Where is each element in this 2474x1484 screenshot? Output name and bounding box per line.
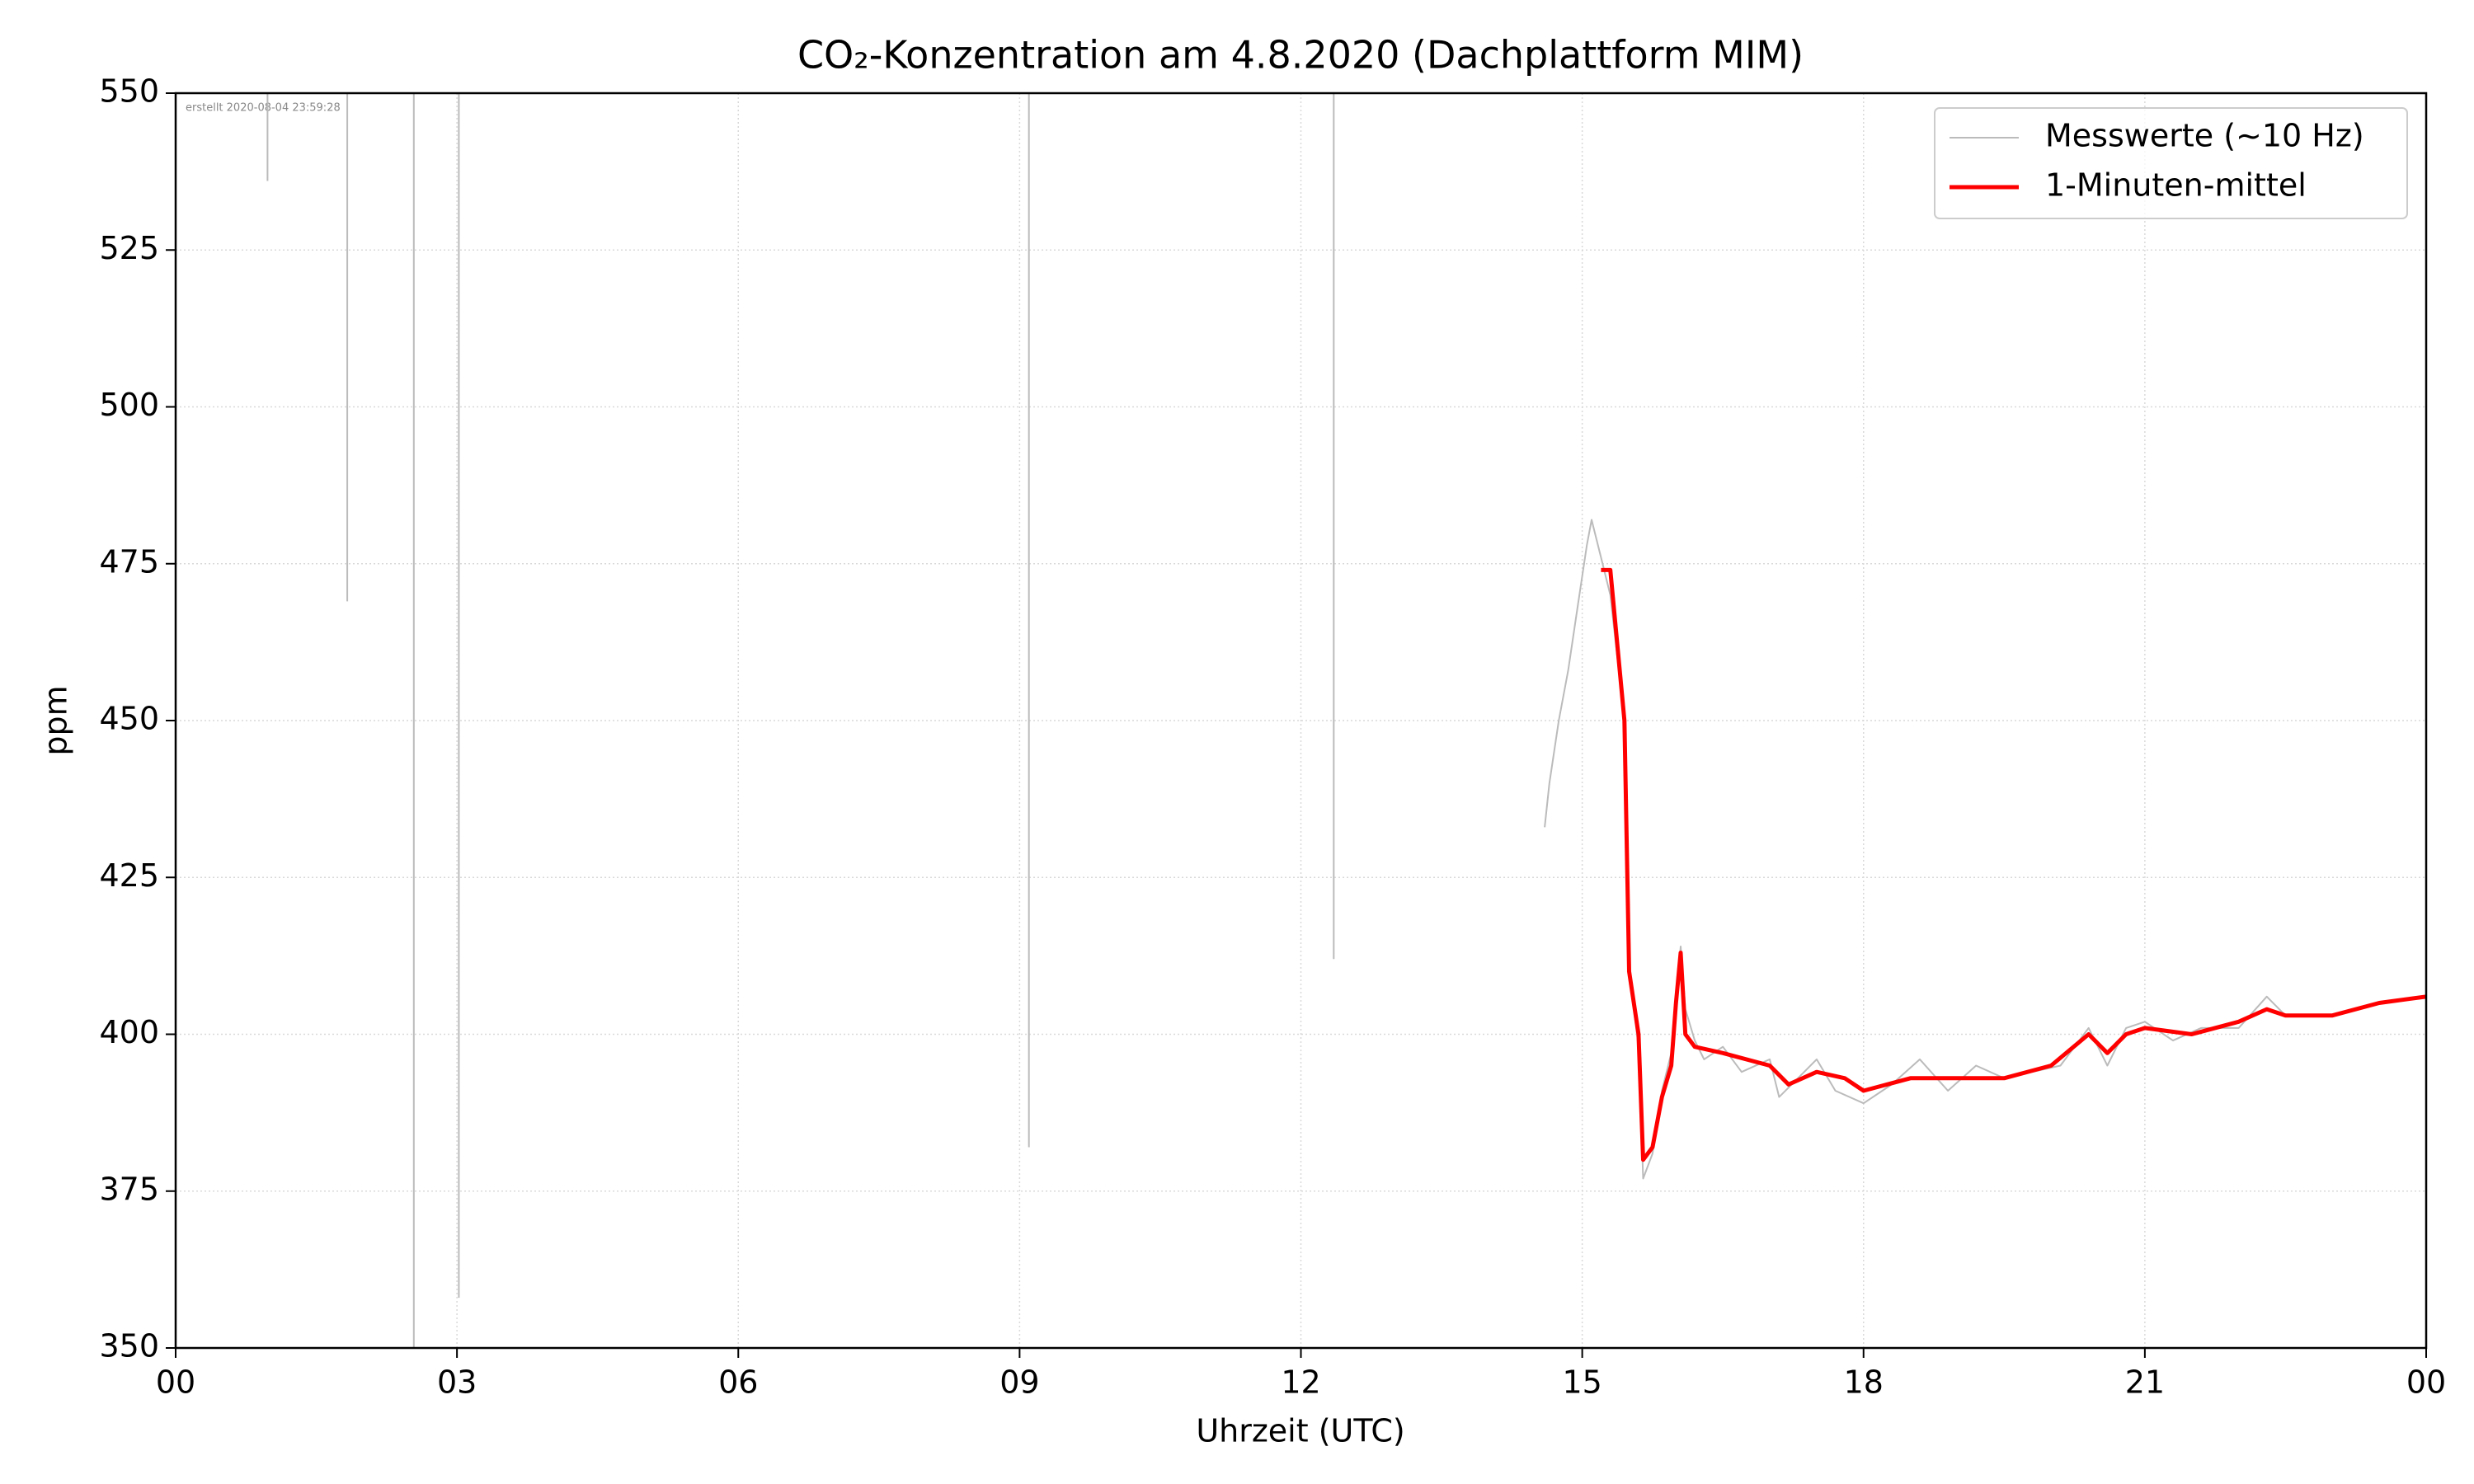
legend-box	[1934, 107, 2408, 219]
x-tick-label: 00	[156, 1364, 195, 1401]
x-tick-label: 09	[999, 1364, 1039, 1401]
x-tick-label: 03	[437, 1364, 477, 1401]
y-tick-label: 425	[99, 857, 159, 894]
x-tick-label: 12	[1281, 1364, 1320, 1401]
series-line	[1601, 567, 2426, 1162]
x-axis-label: Uhrzeit (UTC)	[1196, 1413, 1404, 1449]
y-tick-label: 400	[99, 1014, 159, 1050]
y-tick-label: 500	[99, 387, 159, 423]
y-tick-label: 550	[99, 73, 159, 110]
x-tick-label: 21	[2125, 1364, 2165, 1401]
y-tick-label: 375	[99, 1171, 159, 1207]
y-tick-label: 525	[99, 230, 159, 266]
y-axis-label: ppm	[38, 685, 74, 755]
legend-label: Messwerte (~10 Hz)	[2045, 118, 2364, 154]
x-tick-label: 15	[1562, 1364, 1602, 1401]
annotation: erstellt 2020-08-04 23:59:28	[186, 102, 341, 115]
x-tick-label: 06	[718, 1364, 758, 1401]
chart-title: CO₂-Konzentration am 4.8.2020 (Dachplatt…	[797, 33, 1804, 77]
series-line	[266, 93, 2426, 1348]
x-tick-label: 00	[2406, 1364, 2446, 1401]
plot-frame	[174, 92, 2428, 1350]
y-tick-label: 350	[99, 1328, 159, 1364]
y-tick-label: 450	[99, 701, 159, 737]
x-tick-label: 18	[1844, 1364, 1884, 1401]
legend-label: 1-Minuten-mittel	[2045, 167, 2307, 204]
y-tick-label: 475	[99, 543, 159, 580]
